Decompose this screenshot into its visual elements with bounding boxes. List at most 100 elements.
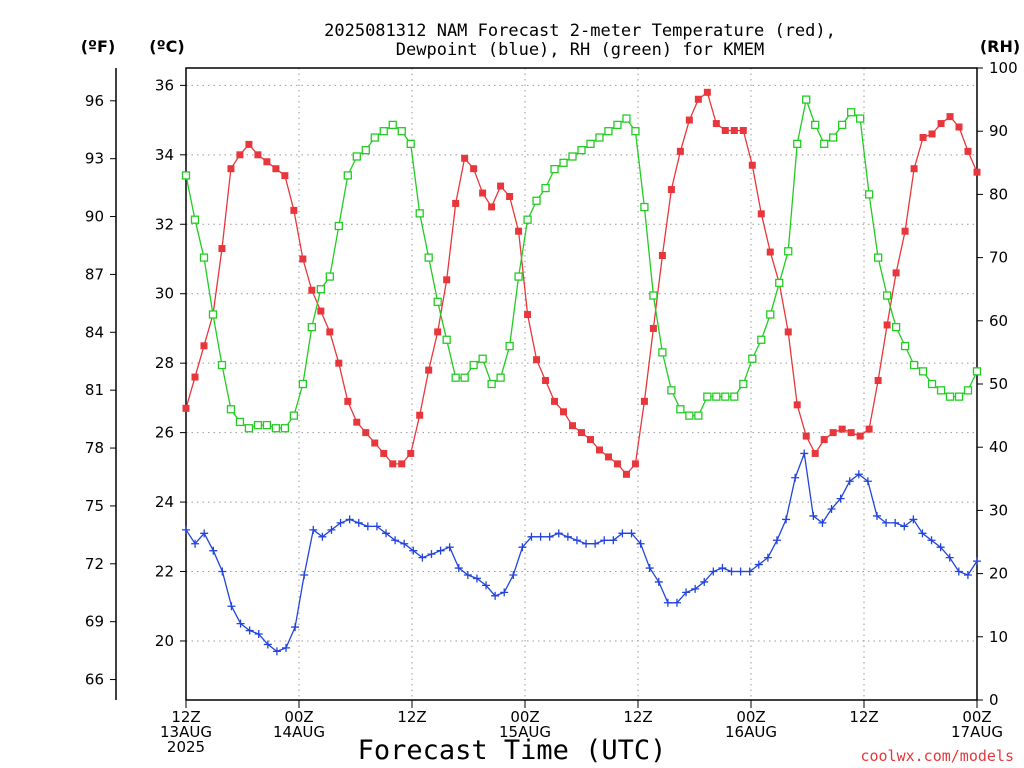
temperature-point (497, 182, 505, 190)
fahrenheit-tick-label: 66 (85, 671, 104, 689)
dewpoint-point (718, 564, 727, 573)
rh-point (226, 405, 236, 414)
dewpoint-point (354, 518, 363, 527)
dewpoint-point (600, 536, 609, 545)
celsius-tick-label: 30 (155, 285, 174, 303)
rh-point (864, 190, 874, 199)
rh-point (235, 417, 245, 427)
dewpoint-point (227, 602, 236, 611)
temperature-point (811, 449, 819, 457)
dewpoint-point (863, 477, 872, 486)
dewpoint-point (182, 525, 190, 534)
x-tick-label: 12Z (171, 708, 200, 726)
rh-point (298, 379, 308, 389)
temperature-point (380, 449, 388, 457)
x-tick-label: 13AUG (160, 723, 212, 741)
dewpoint-point (491, 591, 500, 600)
rh-point (199, 253, 209, 262)
temperature-point (461, 154, 469, 162)
rh-point (775, 278, 784, 288)
dewpoint-point (236, 619, 245, 628)
celsius-unit-label: (ºC) (149, 37, 184, 56)
dewpoint-point (309, 525, 318, 534)
dewpoint-point (645, 564, 654, 573)
celsius-tick-label: 24 (155, 493, 174, 511)
rh-point (334, 221, 343, 231)
temperature-point (793, 401, 801, 409)
dewpoint-point (382, 529, 391, 538)
rh-point (694, 411, 703, 420)
rh-point (613, 120, 622, 130)
rh-point (388, 120, 397, 130)
rh-tick-label: 30 (989, 501, 1008, 519)
rh-point (325, 272, 334, 281)
dewpoint-point (291, 623, 300, 632)
temperature-point (919, 133, 927, 141)
temperature-point (326, 328, 334, 336)
temperature-point (676, 147, 684, 155)
rh-point (487, 379, 496, 389)
rh-point (927, 379, 937, 389)
temperature-point (856, 432, 864, 440)
temperature-point (847, 429, 855, 437)
temperature-point (416, 411, 424, 419)
rh-tick-label: 40 (989, 438, 1008, 456)
x-tick-label: 17AUG (951, 723, 1003, 741)
dewpoint-point (918, 529, 927, 538)
fahrenheit-tick-label: 84 (85, 323, 104, 341)
dewpoint-point (936, 543, 945, 552)
rh-point (739, 379, 748, 389)
temperature-point (802, 432, 810, 440)
celsius-tick-label: 36 (155, 76, 174, 94)
dewpoint-point (472, 574, 481, 583)
temperature-point (182, 404, 190, 412)
dewpoint-point (554, 529, 563, 538)
x-tick-label: 00Z (510, 708, 539, 726)
rh-point (262, 420, 272, 430)
rh-point (397, 127, 406, 136)
rh-point (478, 354, 487, 363)
temperature-point (281, 172, 289, 180)
rh-point (891, 322, 901, 332)
fahrenheit-tick-label: 81 (85, 381, 104, 399)
temperature-point (344, 397, 352, 405)
rh-point (523, 215, 532, 224)
fahrenheit-tick-label: 75 (85, 497, 104, 515)
temperature-point (254, 151, 262, 159)
temperature-point (299, 255, 307, 263)
dewpoint-point (663, 598, 672, 607)
dewpoint-point (536, 532, 545, 541)
temperature-point (604, 453, 612, 461)
rh-point (541, 183, 550, 193)
dewpoint-point (254, 630, 263, 639)
rh-point (244, 424, 254, 433)
celsius-tick-label: 26 (155, 424, 174, 442)
rh-tick-label: 50 (989, 375, 1008, 393)
dewpoint-point (391, 536, 400, 545)
dewpoint-point (463, 570, 472, 579)
series-layer (181, 88, 982, 656)
temperature-point (883, 321, 891, 329)
dewpoint-series (182, 449, 981, 656)
dewpoint-point (845, 477, 854, 486)
dewpoint-point (282, 643, 291, 652)
celsius-tick-label: 28 (155, 354, 174, 372)
temperature-point (398, 460, 406, 468)
rh-point (316, 285, 325, 294)
temperature-point (586, 436, 594, 444)
dewpoint-point (500, 588, 509, 597)
rh-tick-label: 10 (989, 628, 1008, 646)
rh-point (712, 392, 721, 401)
dewpoint-point (427, 550, 436, 559)
rh-tick-label: 60 (989, 312, 1008, 330)
dewpoint-point (927, 536, 936, 545)
rh-point (748, 354, 757, 363)
temperature-point (335, 359, 343, 367)
rh-point (676, 405, 685, 414)
temperature-point (595, 446, 603, 454)
fahrenheit-tick-label: 93 (85, 150, 104, 168)
temperature-point (928, 130, 936, 138)
dewpoint-point (345, 515, 354, 524)
temperature-point (551, 397, 559, 405)
temperature-point (721, 127, 729, 135)
